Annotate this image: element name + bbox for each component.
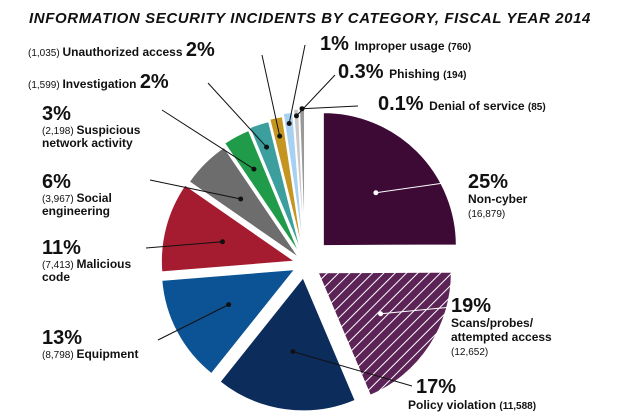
count-label-policy-violation: (11,588) <box>499 401 536 412</box>
pie-slice-policy-violation <box>219 276 356 412</box>
pie-slice-scans-probes-attempted-access <box>317 271 452 396</box>
pct-label-improper-usage: 1% Improper usage (760) <box>320 33 471 55</box>
leader-line-policy-violation <box>292 351 413 387</box>
category-label-scans-probes-attempted-access: attempted access <box>451 330 552 344</box>
pct-label-malicious-code: 11% <box>42 237 81 259</box>
category-label-unauthorized-access: Unauthorized access <box>62 45 185 59</box>
pie-slices <box>160 105 457 412</box>
pie-slice-investigation <box>249 121 302 251</box>
count-label-social-engineering: (3,967) Social <box>42 191 112 205</box>
pie-slice-social-engineering <box>188 146 300 259</box>
pct-label-phishing: 0.3% Phishing (194) <box>338 61 467 83</box>
count-label-improper-usage: (760) <box>448 42 471 53</box>
leader-lines <box>145 44 466 387</box>
count-label-malicious-code: (7,413) Malicious <box>42 257 131 271</box>
count-label-unauthorized-access: (1,035) Unauthorized access 2% <box>28 39 215 61</box>
slice-labels: 25%Non-cyber (16,879) 19%Scans/probes/atte… <box>28 33 552 412</box>
category-label-scans-probes-attempted-access: Scans/probes/ <box>451 316 534 330</box>
count-label-non-cyber: (16,879) <box>468 209 505 220</box>
leader-line-scans-probes-attempted-access <box>380 306 453 315</box>
pie-slice-equipment <box>161 269 296 375</box>
pie-slice-improper-usage <box>282 111 304 246</box>
category-label-denial-of-service: Denial of service <box>429 99 528 113</box>
count-label-phishing: (194) <box>443 70 466 81</box>
leader-line-non-cyber <box>375 179 466 194</box>
pie-slice-non-cyber <box>322 112 457 247</box>
category-label-improper-usage: Improper usage <box>354 39 447 53</box>
category-label-social-engineering: Social <box>76 191 111 205</box>
count-label-denial-of-service: (85) <box>528 102 546 113</box>
category-label-phishing: Phishing <box>389 67 443 81</box>
leader-line-denial-of-service <box>301 105 359 110</box>
leader-line-malicious-code <box>145 241 223 249</box>
pct-label-investigation: 2% <box>140 71 169 93</box>
leader-line-suspicious-network-activity <box>161 109 255 170</box>
leader-line-social-engineering <box>149 179 241 200</box>
pie-slice-phishing <box>292 108 305 243</box>
count-label-investigation: (1,599) Investigation 2% <box>28 71 169 93</box>
pct-label-equipment: 13% <box>42 327 82 349</box>
category-label-policy-violation: Policy violation (11,588) <box>408 398 536 412</box>
pie-slice-denial-of-service <box>298 105 306 240</box>
pct-label-unauthorized-access: 2% <box>186 39 215 61</box>
count-label-equipment: (8,798) Equipment <box>42 347 138 361</box>
category-label-non-cyber: Non-cyber <box>468 192 528 206</box>
leader-line-equipment <box>157 304 229 341</box>
category-label-suspicious-network-activity: network activity <box>42 136 133 150</box>
pct-label-denial-of-service: 0.1% Denial of service (85) <box>378 93 546 115</box>
category-label-malicious-code: Malicious <box>76 257 131 271</box>
count-label-scans-probes-attempted-access: (12,652) <box>451 347 488 358</box>
category-label-malicious-code: code <box>42 270 70 284</box>
pct-label-non-cyber: 25% <box>468 171 508 193</box>
leader-line-investigation <box>207 82 267 148</box>
pct-label-social-engineering: 6% <box>42 171 71 193</box>
category-label-investigation: Investigation <box>62 77 139 91</box>
pie-slice-suspicious-network-activity <box>223 129 300 254</box>
category-label-social-engineering: engineering <box>42 204 110 218</box>
pct-label-policy-violation: 17% <box>416 376 456 398</box>
leader-line-unauthorized-access <box>261 54 281 137</box>
pct-label-scans-probes-attempted-access: 19% <box>451 295 491 317</box>
chart-title: INFORMATION SECURITY INCIDENTS BY CATEGO… <box>29 10 591 27</box>
count-label-suspicious-network-activity: (2,198) Suspicious <box>42 123 141 137</box>
pct-label-suspicious-network-activity: 3% <box>42 103 71 125</box>
category-label-equipment: Equipment <box>76 347 138 361</box>
pie-slice-malicious-code <box>160 184 296 273</box>
category-label-suspicious-network-activity: Suspicious <box>76 123 140 137</box>
leader-line-improper-usage <box>288 44 306 124</box>
